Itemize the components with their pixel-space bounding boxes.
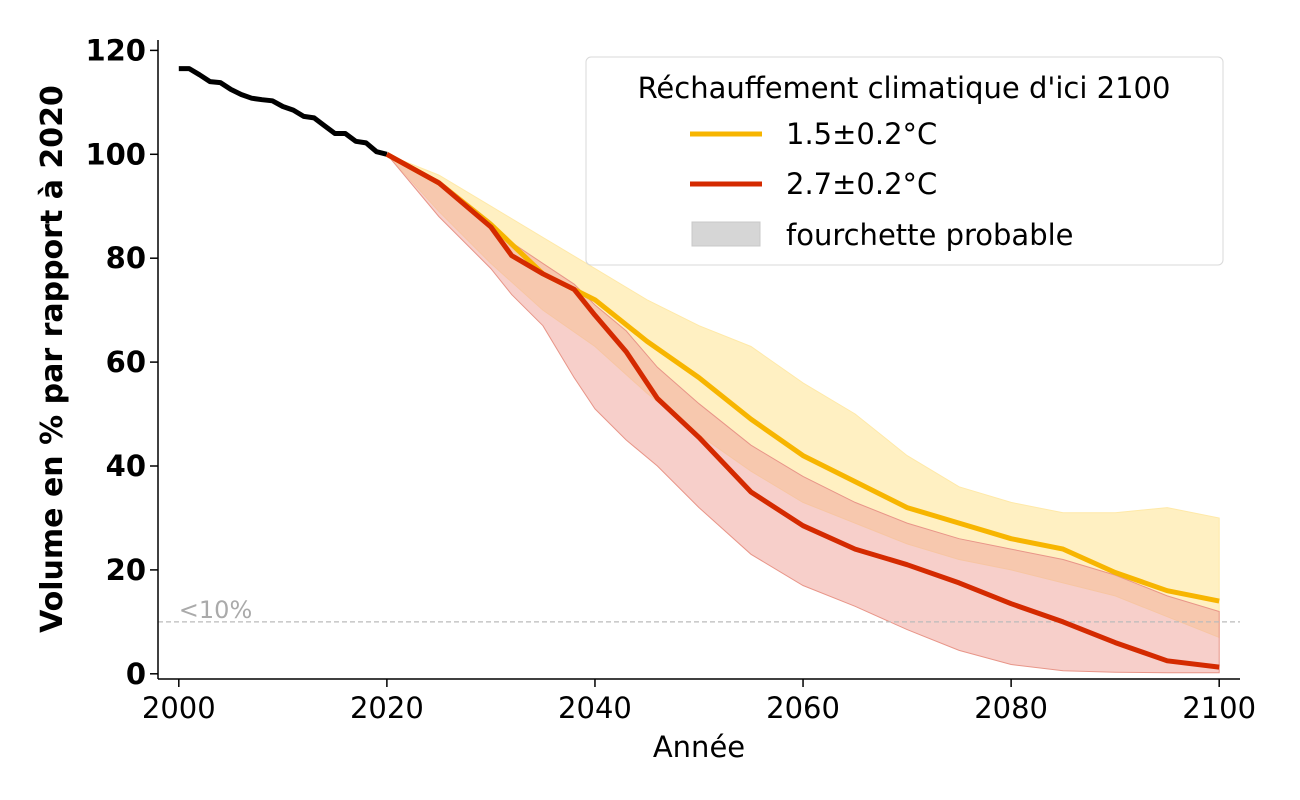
- y-axis-title: Volume en % par rapport à 2020: [35, 85, 70, 633]
- series-lines: [178, 66, 1220, 670]
- y-tick-label: 100: [85, 137, 146, 171]
- line-historical: [178, 66, 388, 157]
- y-tick-label: 120: [85, 33, 146, 67]
- x-ticks: 2000 2020 2040 2060 2080 2100: [142, 679, 1256, 725]
- x-tick-label: 2020: [350, 691, 424, 725]
- legend-label-s15: 1.5±0.2°C: [786, 117, 937, 151]
- legend: Réchauffement climatique d'ici 2100 1.5±…: [585, 56, 1224, 266]
- legend-title: Réchauffement climatique d'ici 2100: [638, 71, 1171, 105]
- legend-label-band: fourchette probable: [786, 218, 1074, 252]
- line-s27: [385, 152, 1220, 670]
- line-s15: [385, 152, 1220, 604]
- threshold-label: <10%: [179, 596, 252, 624]
- y-tick-label: 40: [106, 449, 146, 483]
- x-tick-label: 2100: [1182, 691, 1256, 725]
- legend-frame: [585, 56, 1224, 266]
- threshold-group: <10%: [158, 596, 1240, 624]
- x-tick-label: 2040: [558, 691, 632, 725]
- x-tick-label: 2000: [142, 691, 216, 725]
- axes: [157, 40, 1240, 680]
- y-tick-label: 0: [126, 657, 146, 691]
- legend-label-s27: 2.7±0.2°C: [786, 167, 937, 201]
- y-tick-label: 60: [106, 345, 146, 379]
- y-ticks: 0 20 40 60 80 100 120: [85, 33, 158, 691]
- x-tick-label: 2080: [974, 691, 1048, 725]
- y-tick-label: 20: [106, 553, 146, 587]
- x-axis-title: Année: [653, 730, 745, 764]
- y-tick-label: 80: [106, 241, 146, 275]
- legend-swatch-band: [691, 221, 761, 247]
- x-tick-label: 2060: [766, 691, 840, 725]
